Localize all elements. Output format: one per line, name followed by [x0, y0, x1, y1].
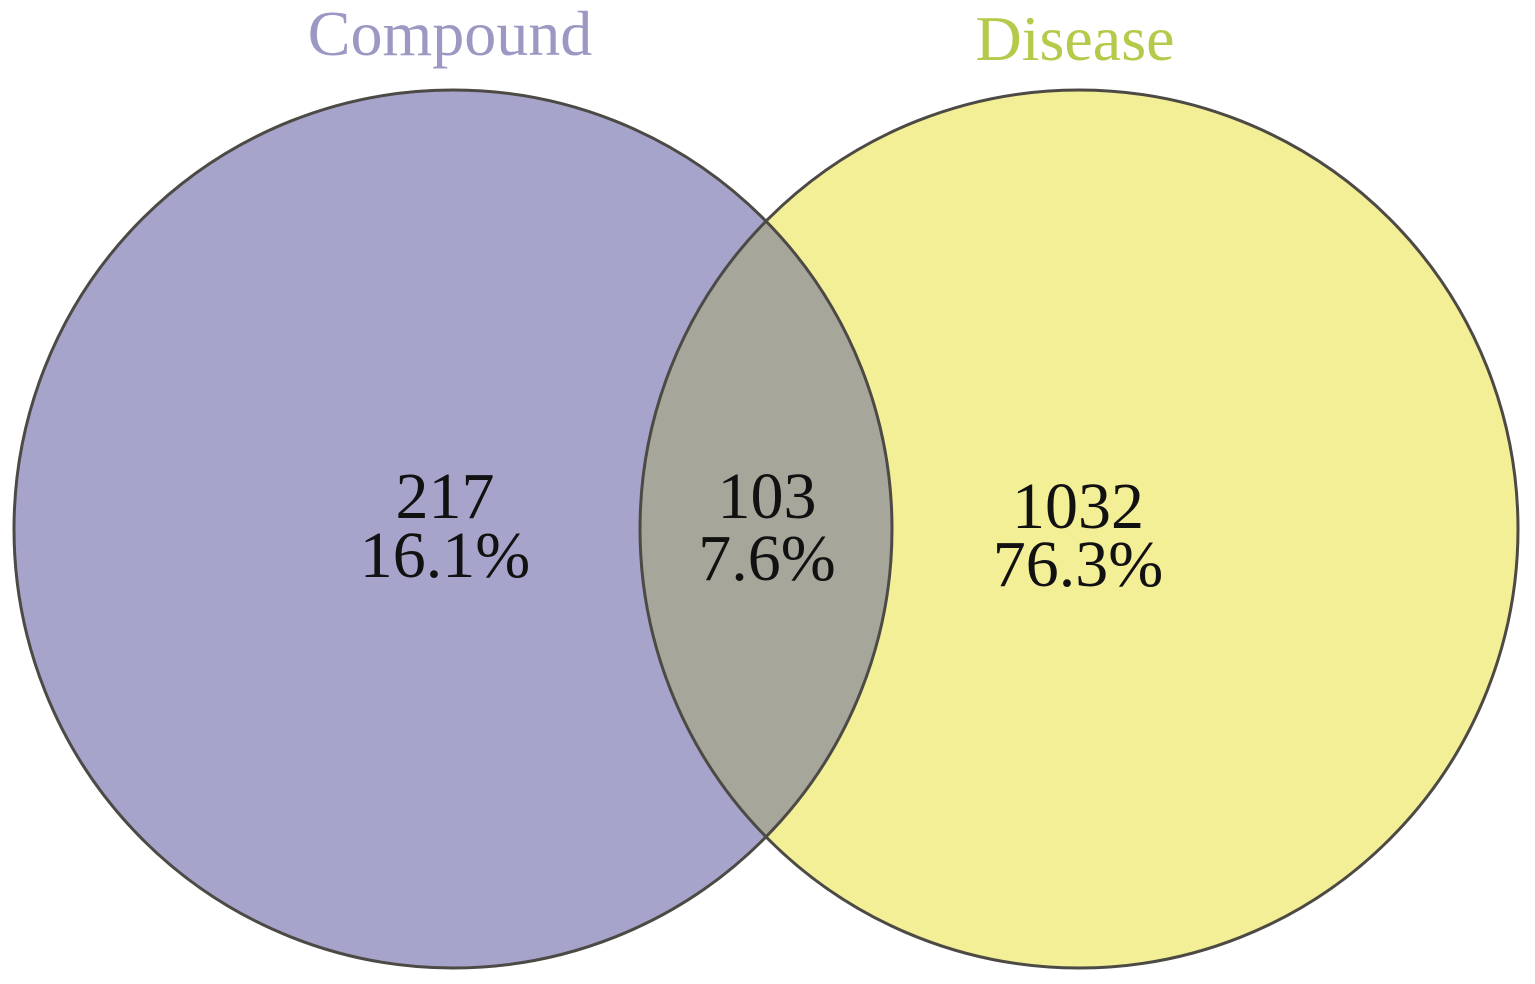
disease-only-percent: 76.3% [993, 528, 1163, 601]
disease-only-count: 1032 [1012, 470, 1144, 543]
intersection-count: 103 [718, 460, 817, 533]
compound-outline [12, 88, 894, 970]
compound-only-percent: 16.1% [360, 519, 530, 592]
compound-set-title: Compound [308, 0, 592, 69]
disease-outline [638, 88, 1520, 970]
disease-circle [640, 90, 1518, 968]
intersection-percent: 7.6% [698, 522, 835, 595]
compound-only-count: 217 [396, 460, 495, 533]
disease-set-title: Disease [975, 3, 1174, 74]
compound-circle [14, 90, 892, 968]
